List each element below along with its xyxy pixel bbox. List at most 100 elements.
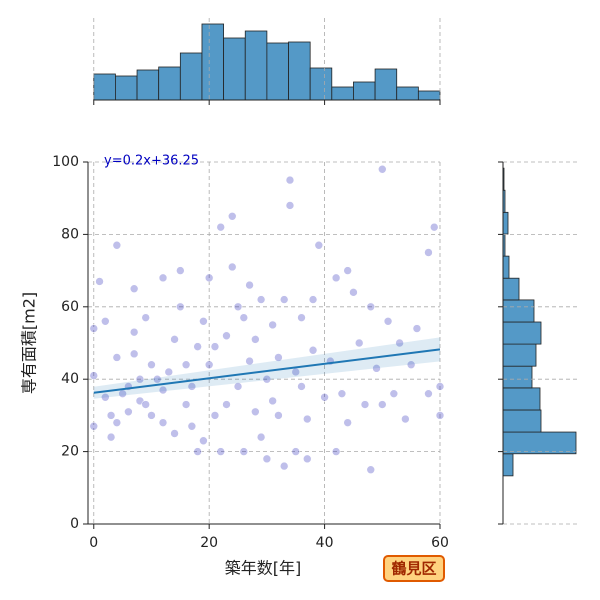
point — [222, 331, 231, 341]
point — [187, 421, 197, 431]
hist-bar — [417, 90, 441, 101]
hist-bar — [396, 86, 419, 101]
point — [233, 302, 243, 312]
y-tick-label: 100 — [52, 154, 79, 170]
point — [412, 324, 422, 333]
point — [302, 414, 312, 424]
point — [187, 382, 197, 391]
point — [297, 382, 306, 391]
point — [210, 411, 220, 420]
point — [199, 436, 208, 446]
y-tick-label: 0 — [70, 516, 79, 532]
hist-bar — [353, 81, 376, 101]
y-tick-label: 40 — [61, 371, 79, 387]
hist-bar — [502, 321, 542, 345]
point — [256, 432, 266, 442]
point — [435, 382, 445, 391]
hist-bar — [502, 343, 537, 367]
point — [268, 320, 277, 330]
point — [274, 411, 283, 420]
point — [222, 400, 231, 409]
point — [101, 316, 110, 326]
hist-bar — [502, 453, 514, 477]
point — [147, 411, 156, 420]
point — [89, 324, 99, 333]
point — [227, 262, 237, 272]
y-tick-label: 20 — [61, 444, 79, 460]
point — [112, 353, 122, 362]
point — [158, 273, 168, 283]
point — [176, 266, 185, 275]
point — [129, 327, 139, 337]
point — [158, 385, 168, 395]
hist-bar — [502, 255, 510, 279]
point — [170, 429, 179, 438]
point — [181, 360, 191, 370]
point — [360, 400, 370, 409]
hist-bar — [115, 75, 138, 101]
regression-line — [93, 348, 441, 394]
point — [331, 447, 341, 456]
point — [349, 288, 358, 297]
point — [377, 164, 387, 174]
hist-bar — [502, 277, 520, 301]
hist-bar — [331, 86, 354, 101]
badge: 鶴見区 — [391, 560, 436, 578]
point — [262, 454, 272, 464]
point — [285, 201, 295, 210]
point — [279, 461, 289, 471]
hist-bar — [502, 365, 533, 389]
point — [193, 447, 202, 456]
hist-bar — [244, 30, 268, 101]
hist-bar — [502, 409, 542, 433]
point — [233, 382, 243, 391]
hist-bar — [158, 66, 181, 101]
point — [401, 414, 410, 424]
point — [129, 284, 139, 294]
hist-bar — [502, 211, 509, 235]
point — [314, 240, 324, 250]
point — [95, 277, 104, 286]
point — [331, 273, 341, 283]
point — [302, 454, 312, 464]
point — [279, 295, 289, 304]
point — [268, 396, 277, 406]
hist-bar — [502, 431, 577, 455]
x-axis-label: 築年数[年] — [225, 559, 302, 578]
point — [152, 374, 162, 384]
point — [239, 313, 249, 322]
point — [395, 338, 404, 348]
point — [176, 302, 185, 312]
confidence-band — [93, 337, 440, 399]
point — [256, 295, 266, 304]
point — [372, 364, 381, 373]
point — [383, 316, 393, 326]
point — [291, 447, 301, 456]
hist-bar — [502, 387, 541, 411]
x-tick-label: 40 — [316, 535, 334, 551]
hist-bar — [201, 23, 225, 101]
point — [435, 411, 445, 420]
point — [245, 280, 254, 290]
point — [199, 316, 208, 326]
point — [239, 447, 249, 456]
hist-bar — [179, 52, 203, 101]
point — [216, 447, 226, 456]
y-tick-label: 60 — [61, 299, 79, 315]
point — [89, 421, 99, 431]
x-tick-label: 20 — [200, 535, 218, 551]
point — [354, 338, 364, 348]
hist-bar — [136, 69, 160, 101]
point — [424, 389, 433, 398]
point — [308, 345, 318, 355]
point — [320, 392, 329, 402]
point — [129, 349, 139, 359]
point — [158, 418, 168, 427]
y-axis-label: 専有面積[m2] — [20, 292, 39, 394]
point — [297, 313, 306, 322]
hist-bar — [374, 68, 398, 101]
point — [164, 367, 174, 377]
point — [181, 400, 191, 409]
point — [251, 335, 260, 344]
point — [216, 222, 226, 232]
